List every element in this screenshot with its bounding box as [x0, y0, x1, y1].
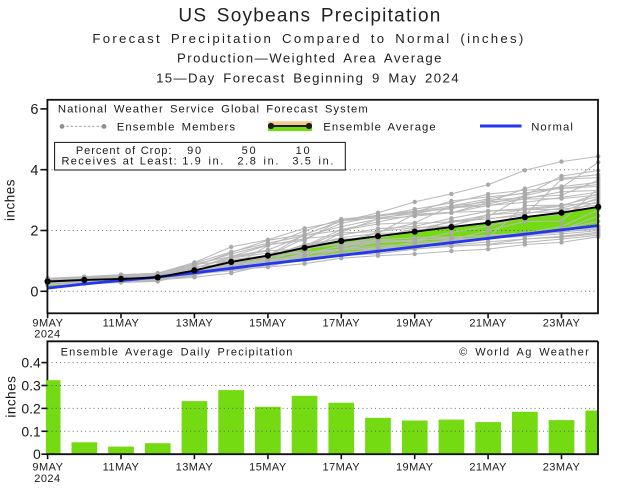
svg-text:inches: inches: [3, 179, 18, 221]
svg-text:Forecast Precipitation Compare: Forecast Precipitation Compared to Norma…: [92, 31, 525, 46]
svg-text:Normal: Normal: [531, 121, 574, 133]
svg-text:2.8 in.: 2.8 in.: [237, 155, 280, 167]
svg-text:Ensemble Members: Ensemble Members: [117, 121, 236, 133]
svg-text:Production—Weighted Area Avera: Production—Weighted Area Average: [177, 51, 443, 66]
svg-text:17MAY: 17MAY: [323, 461, 361, 473]
svg-text:13MAY: 13MAY: [176, 317, 214, 329]
svg-text:0: 0: [33, 446, 41, 462]
svg-text:Percent of Crop:: Percent of Crop:: [76, 145, 173, 157]
svg-text:2024: 2024: [34, 329, 60, 341]
svg-text:6: 6: [30, 102, 38, 118]
svg-text:9MAY: 9MAY: [32, 317, 63, 329]
svg-text:23MAY: 23MAY: [543, 317, 581, 329]
svg-text:Ensemble Average: Ensemble Average: [323, 121, 436, 133]
svg-text:2: 2: [30, 224, 38, 240]
svg-text:9MAY: 9MAY: [32, 461, 63, 473]
svg-text:inches: inches: [4, 376, 19, 418]
svg-text:1.9 in.: 1.9 in.: [182, 155, 225, 167]
svg-text:0.3: 0.3: [21, 378, 41, 394]
svg-text:90: 90: [187, 145, 203, 157]
svg-text:© World Ag Weather: © World Ag Weather: [459, 347, 590, 359]
svg-text:21MAY: 21MAY: [469, 461, 507, 473]
svg-text:19MAY: 19MAY: [396, 461, 434, 473]
svg-text:Receives at Least:: Receives at Least:: [61, 155, 177, 167]
svg-text:15—Day Forecast Beginning 9 Ma: 15—Day Forecast Beginning 9 May 2024: [156, 70, 460, 85]
svg-text:15MAY: 15MAY: [249, 317, 287, 329]
svg-text:0.1: 0.1: [21, 423, 41, 439]
svg-text:2024: 2024: [34, 473, 60, 485]
svg-text:10: 10: [296, 145, 312, 157]
svg-text:11MAY: 11MAY: [103, 317, 140, 329]
svg-text:Ensemble Average Daily Precipi: Ensemble Average Daily Precipitation: [61, 347, 294, 359]
svg-text:17MAY: 17MAY: [323, 317, 361, 329]
svg-text:15MAY: 15MAY: [249, 461, 287, 473]
svg-text:23MAY: 23MAY: [543, 461, 581, 473]
svg-text:11MAY: 11MAY: [103, 461, 140, 473]
svg-text:0: 0: [30, 285, 38, 301]
svg-text:50: 50: [242, 145, 258, 157]
svg-text:21MAY: 21MAY: [469, 317, 507, 329]
svg-text:National Weather Service Globa: National Weather Service Global Forecast…: [58, 104, 369, 116]
svg-text:13MAY: 13MAY: [176, 461, 214, 473]
svg-text:0.4: 0.4: [21, 355, 41, 371]
svg-text:3.5 in.: 3.5 in.: [292, 155, 335, 167]
svg-text:0.2: 0.2: [21, 400, 41, 416]
svg-text:19MAY: 19MAY: [396, 317, 434, 329]
svg-text:US Soybeans Precipitation: US Soybeans Precipitation: [178, 5, 441, 26]
svg-text:4: 4: [30, 163, 38, 179]
